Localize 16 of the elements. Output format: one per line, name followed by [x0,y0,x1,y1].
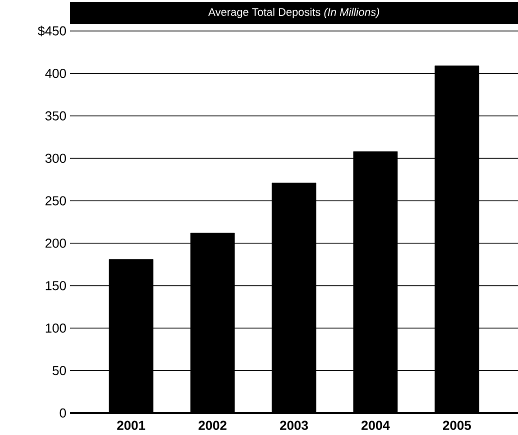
y-tick-label: 250 [46,196,66,206]
chart-title: Average Total Deposits (In Millions) [208,8,380,18]
y-tick-label: 350 [45,111,66,120]
y-tick-label: $450 [38,26,66,36]
y-tick-label: 400 [45,68,66,78]
y-tick-label: 200 [46,238,66,248]
x-tick-label: 2001 [117,420,146,430]
y-tick-label: 300 [45,154,66,163]
y-tick-label: 0 [60,408,66,418]
x-tick-label: 2002 [198,420,226,430]
y-tick-label: 150 [46,281,66,290]
y-tick-label: 50 [52,366,66,376]
x-tick-label: 2005 [442,420,471,430]
x-tick-label: 2003 [280,420,308,430]
y-tick-label: 100 [46,324,66,333]
x-tick-label: 2004 [362,420,390,430]
